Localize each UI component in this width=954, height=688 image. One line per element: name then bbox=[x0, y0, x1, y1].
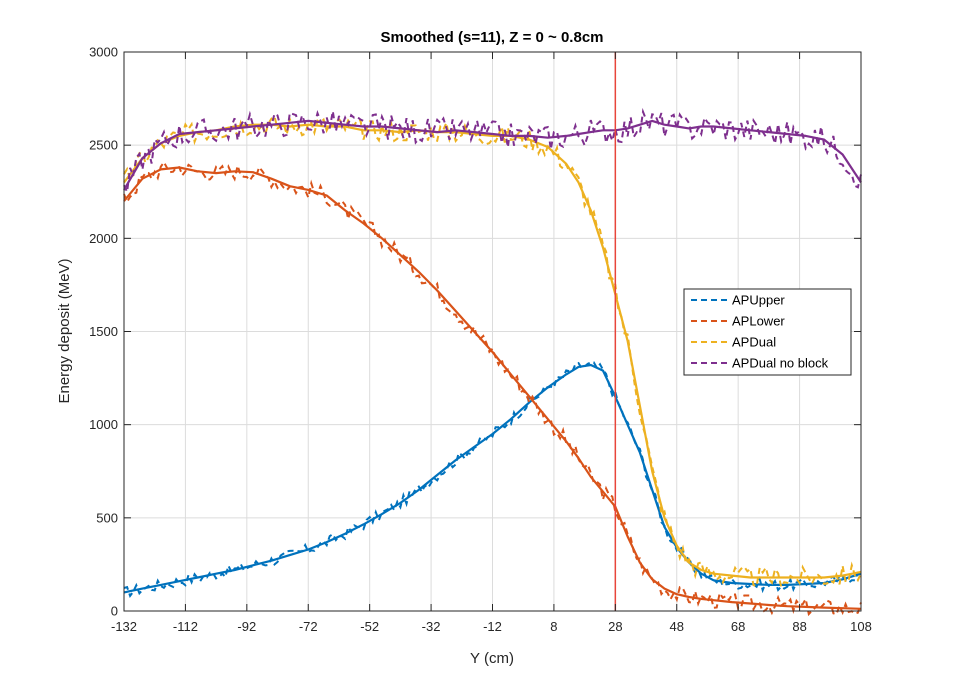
y-tick-label: 1000 bbox=[89, 417, 118, 432]
x-tick-label: -132 bbox=[111, 619, 137, 634]
y-tick-label: 0 bbox=[111, 604, 118, 619]
series-smoothed-line-3 bbox=[123, 119, 862, 191]
x-axis-label: Y (cm) bbox=[470, 650, 514, 667]
series-raw-line-3 bbox=[123, 107, 862, 196]
legend: APUpper APLower APDual APDual no block bbox=[683, 288, 852, 376]
axis-ticks bbox=[123, 51, 862, 612]
x-tick-label: 88 bbox=[792, 619, 806, 634]
chart-title: Smoothed (s=11), Z = 0 ~ 0.8cm bbox=[380, 29, 603, 46]
series-smoothed-line-1 bbox=[123, 166, 862, 610]
y-axis-label: Energy deposit (MeV) bbox=[56, 258, 73, 403]
x-tick-label: -92 bbox=[237, 619, 256, 634]
x-tick-labels: -132 -112 -92 -72 -52 -32 -12 8 28 48 68 88 108 bbox=[111, 619, 872, 634]
x-tick-label: 48 bbox=[670, 619, 684, 634]
legend-label-0: APUpper bbox=[732, 293, 785, 308]
legend-label-1: APLower bbox=[732, 314, 785, 329]
x-tick-label: 28 bbox=[608, 619, 622, 634]
legend-label-2: APDual bbox=[732, 335, 776, 350]
x-tick-label: -12 bbox=[483, 619, 502, 634]
y-tick-label: 2500 bbox=[89, 138, 118, 153]
x-tick-label: -32 bbox=[422, 619, 441, 634]
x-tick-label: 68 bbox=[731, 619, 745, 634]
x-tick-label: -112 bbox=[173, 619, 198, 634]
x-tick-label: 108 bbox=[850, 619, 872, 634]
y-tick-label: 3000 bbox=[89, 45, 118, 60]
x-tick-label: -52 bbox=[360, 619, 379, 634]
y-tick-label: 1500 bbox=[89, 324, 118, 339]
series-smoothed-line-0 bbox=[123, 363, 862, 594]
series-smoothed-line-2 bbox=[123, 123, 862, 579]
legend-label-3: APDual no block bbox=[732, 356, 829, 371]
legend-box bbox=[683, 288, 852, 376]
y-tick-label: 500 bbox=[96, 510, 118, 525]
x-tick-label: 8 bbox=[550, 619, 557, 634]
y-tick-label: 2000 bbox=[89, 231, 118, 246]
y-tick-labels: 0 500 1000 1500 2000 2500 3000 bbox=[89, 45, 118, 619]
x-tick-label: -72 bbox=[299, 619, 318, 634]
series-raw-line-0 bbox=[123, 361, 862, 599]
series-raw-line-2 bbox=[123, 115, 862, 590]
